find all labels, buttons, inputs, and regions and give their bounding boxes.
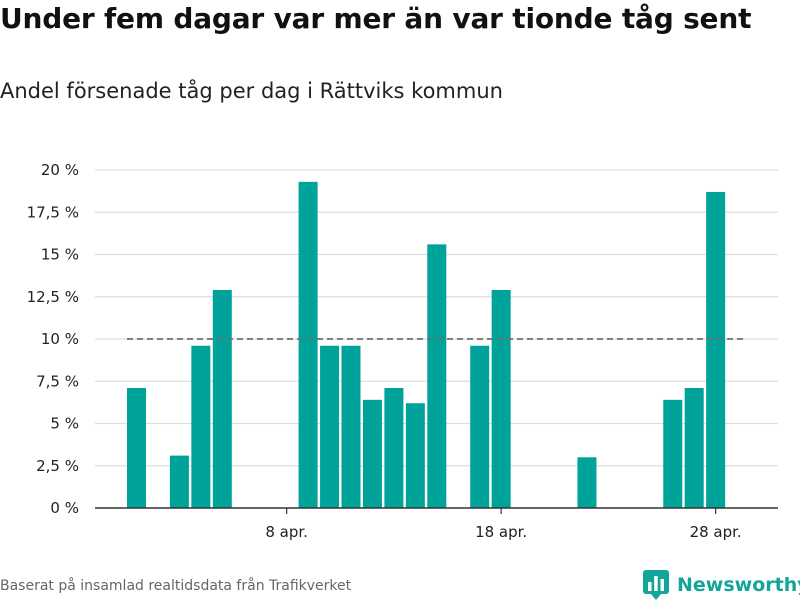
bar-15-apr <box>427 244 447 509</box>
bars <box>127 181 726 509</box>
bar-27-apr <box>684 388 704 508</box>
y-tick-label: 10 % <box>41 330 79 348</box>
bar-26-apr <box>663 399 683 508</box>
bar-chart: 0 % 2,5 % 5 % 7,5 % 10 % 12,5 % 15 % 17,5 % 20 %… <box>27 161 778 541</box>
y-tick-label: 15 % <box>41 246 79 264</box>
y-axis-ticks: 0 % 2,5 % 5 % 7,5 % 10 % 12,5 % 15 % 17,5 % 20 % <box>27 161 79 517</box>
bar-9-apr <box>298 181 318 508</box>
source-note: Baserat på insamlad realtidsdata från Tr… <box>0 578 352 594</box>
chart-subtitle: Andel försenade tåg per dag i Rättviks k… <box>0 79 503 103</box>
bar-11-apr <box>341 345 361 508</box>
bar-5-apr <box>212 289 232 508</box>
bar-13-apr <box>384 388 404 508</box>
x-tick-label: 28 apr. <box>690 523 742 541</box>
bar-14-apr <box>405 403 425 508</box>
bar-22-apr <box>577 457 597 508</box>
newsworthy-logo[interactable]: Newsworthy <box>643 570 800 600</box>
y-tick-label: 7,5 % <box>36 372 79 390</box>
bar-18-apr <box>491 289 511 508</box>
x-tick-label: 18 apr. <box>475 523 527 541</box>
y-tick-label: 12,5 % <box>27 288 79 306</box>
bar-1-apr <box>127 388 146 508</box>
x-axis-ticks: 8 apr. 18 apr. 28 apr. <box>265 508 742 541</box>
bar-chart-logo-icon <box>643 570 669 600</box>
bar-12-apr <box>362 399 382 508</box>
bar-17-apr <box>470 345 490 508</box>
brand-name: Newsworthy <box>677 574 800 596</box>
y-tick-label: 20 % <box>41 161 79 179</box>
y-tick-label: 17,5 % <box>27 203 79 221</box>
y-tick-label: 0 % <box>50 499 79 517</box>
chart-title: Under fem dagar var mer än var tionde tå… <box>0 2 752 35</box>
bar-3-apr <box>169 455 189 508</box>
x-tick-label: 8 apr. <box>265 523 308 541</box>
bar-4-apr <box>191 345 211 508</box>
bar-28-apr <box>706 191 726 508</box>
y-tick-label: 2,5 % <box>36 457 79 475</box>
y-tick-label: 5 % <box>50 415 79 433</box>
bar-10-apr <box>320 345 340 508</box>
